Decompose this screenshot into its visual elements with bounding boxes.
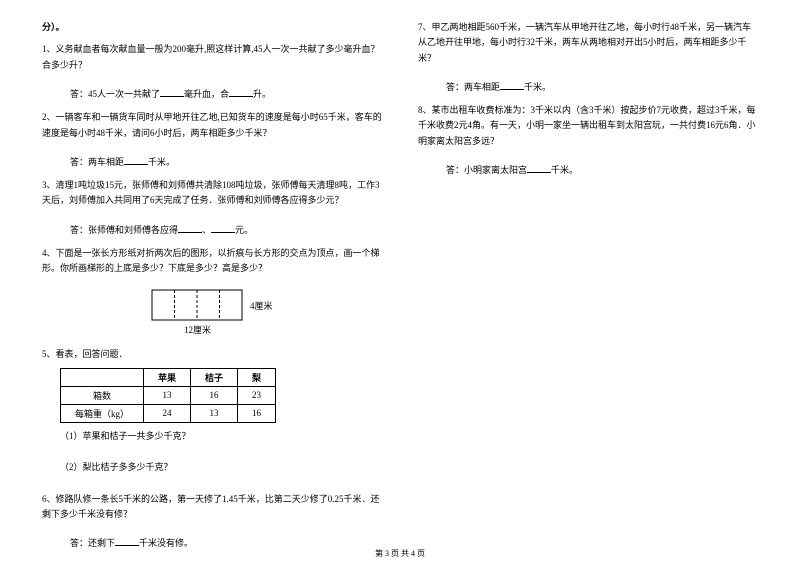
ans2-suffix: 千米。 (148, 157, 175, 167)
question-5: 5、看表，回答问题． (42, 347, 382, 362)
blank (124, 155, 148, 165)
right-column: 7、甲乙两地相距560千米，一辆汽车从甲地开往乙地，每小时行48千米，另一辆汽车… (400, 20, 770, 540)
answer-2: 答：两车相距 千米。 (70, 155, 382, 170)
table-header-row: 苹果 桔子 梨 (61, 368, 276, 386)
blank (211, 223, 235, 233)
answer-7: 答：两车相距 千米。 (446, 80, 758, 95)
blank (160, 87, 184, 97)
table-row: 每箱重（kg） 24 13 16 (61, 404, 276, 422)
table-row: 箱数 13 16 23 (61, 386, 276, 404)
blank (500, 80, 524, 90)
blank (115, 536, 139, 546)
question-3: 3、清理1吨垃圾15元，张师傅和刘师傅共清除108吨垃圾，张师傅每天清理8吨，工… (42, 178, 382, 209)
fold-diagram: 4厘米 12厘米 (142, 285, 282, 335)
answer-8: 答：小明家离太阳宫 千米。 (446, 163, 758, 178)
ans2-prefix: 答：两车相距 (70, 157, 124, 167)
question-2: 2、一辆客车和一辆货车同时从甲地开往乙地,已知货车的速度是每小时65千米，客车的… (42, 110, 382, 141)
question-5-2: （2）梨比桔子多多少千克？ (60, 460, 382, 475)
th-orange: 桔子 (191, 368, 238, 386)
cell: 13 (144, 386, 191, 404)
ans7-suffix: 千米。 (524, 82, 551, 92)
blank (229, 87, 253, 97)
answer-1: 答：45人一次一共献了 毫升血，合 升。 (70, 87, 382, 102)
question-7: 7、甲乙两地相距560千米，一辆汽车从甲地开往乙地，每小时行48千米，另一辆汽车… (418, 20, 758, 66)
ans3-suffix: 元。 (235, 225, 253, 235)
page-container: 分）。 1、义务献血者每次献血量一般为200毫升,照这样计算,45人一次一共献了… (0, 0, 800, 565)
blank (527, 163, 551, 173)
ans1-mid: 毫升血，合 (184, 89, 229, 99)
section-header: 分）。 (42, 20, 382, 34)
cell: 13 (191, 404, 238, 422)
ans3-prefix: 答：张师傅和刘师傅各应得 (70, 225, 178, 235)
cell: 每箱重（kg） (61, 404, 144, 422)
question-8: 8、某市出租车收费标准为：3千米以内（含3千米）按起步价7元收费，超过3千米，每… (418, 103, 758, 149)
left-column: 分）。 1、义务献血者每次献血量一般为200毫升,照这样计算,45人一次一共献了… (30, 20, 400, 540)
question-1: 1、义务献血者每次献血量一般为200毫升,照这样计算,45人一次一共献了多少毫升… (42, 42, 382, 73)
ans6-suffix: 千米没有修。 (139, 538, 193, 548)
th-blank (61, 368, 144, 386)
ans3-mid: 、 (202, 225, 211, 235)
answer-3: 答：张师傅和刘师傅各应得 、 元。 (70, 223, 382, 238)
cell: 23 (238, 386, 276, 404)
height-label: 4厘米 (250, 300, 273, 311)
data-table: 苹果 桔子 梨 箱数 13 16 23 每箱重（kg） 24 13 16 (60, 368, 276, 423)
question-4: 4、下面是一张长方形纸对折两次后的图形，以折痕与长方形的交点为顶点，画一个梯形。… (42, 246, 382, 277)
question-6: 6、修路队修一条长5千米的公路，第一天修了1.45千米，比第二天少修了0.25千… (42, 492, 382, 523)
cell: 16 (238, 404, 276, 422)
ans1-suffix: 升。 (253, 89, 271, 99)
th-apple: 苹果 (144, 368, 191, 386)
ans8-prefix: 答：小明家离太阳宫 (446, 165, 527, 175)
cell: 箱数 (61, 386, 144, 404)
page-footer: 第 3 页 共 4 页 (0, 548, 800, 559)
ans7-prefix: 答：两车相距 (446, 82, 500, 92)
ans8-suffix: 千米。 (551, 165, 578, 175)
width-label: 12厘米 (184, 324, 211, 335)
ans6-prefix: 答：还剩下 (70, 538, 115, 548)
ans1-prefix: 答：45人一次一共献了 (70, 89, 160, 99)
cell: 24 (144, 404, 191, 422)
question-5-1: （1）苹果和桔子一共多少千克？ (60, 429, 382, 444)
rectangle-figure: 4厘米 12厘米 (42, 285, 382, 337)
th-pear: 梨 (238, 368, 276, 386)
blank (178, 223, 202, 233)
cell: 16 (191, 386, 238, 404)
